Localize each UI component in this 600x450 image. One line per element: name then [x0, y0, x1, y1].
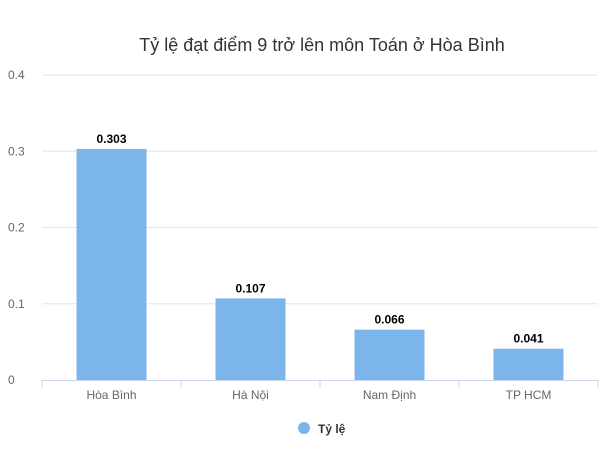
x-tick-label: TP HCM [506, 388, 552, 402]
y-tick-label: 0 [8, 373, 15, 387]
data-label: 0.303 [96, 132, 126, 146]
legend[interactable]: Tỷ lệ [298, 422, 346, 436]
bar[interactable] [354, 329, 425, 380]
y-tick-label: 0.1 [8, 297, 25, 311]
y-tick-label: 0.2 [8, 221, 25, 235]
bar[interactable] [76, 148, 147, 380]
data-label: 0.041 [513, 332, 543, 346]
data-labels: 0.303 0.107 0.066 0.041 [96, 132, 543, 346]
y-tick-label: 0.3 [8, 144, 25, 158]
y-axis-ticks: 0 0.1 0.2 0.3 0.4 [8, 68, 25, 387]
x-tick-label: Nam Định [363, 388, 416, 402]
x-axis-ticks: Hòa Bình Hà Nội Nam Định TP HCM [86, 388, 551, 402]
bar[interactable] [493, 348, 564, 380]
data-label: 0.066 [374, 313, 404, 327]
data-label: 0.107 [235, 281, 265, 295]
y-tick-label: 0.4 [8, 68, 25, 82]
x-tick-label: Hà Nội [232, 388, 269, 402]
x-axis [41, 380, 599, 388]
x-tick-label: Hòa Bình [86, 388, 136, 402]
bars [76, 148, 564, 380]
bar[interactable] [215, 298, 286, 380]
chart-title: Tỷ lệ đạt điểm 9 trở lên môn Toán ở Hòa … [139, 35, 504, 55]
legend-marker [298, 422, 310, 434]
legend-label[interactable]: Tỷ lệ [318, 422, 346, 436]
